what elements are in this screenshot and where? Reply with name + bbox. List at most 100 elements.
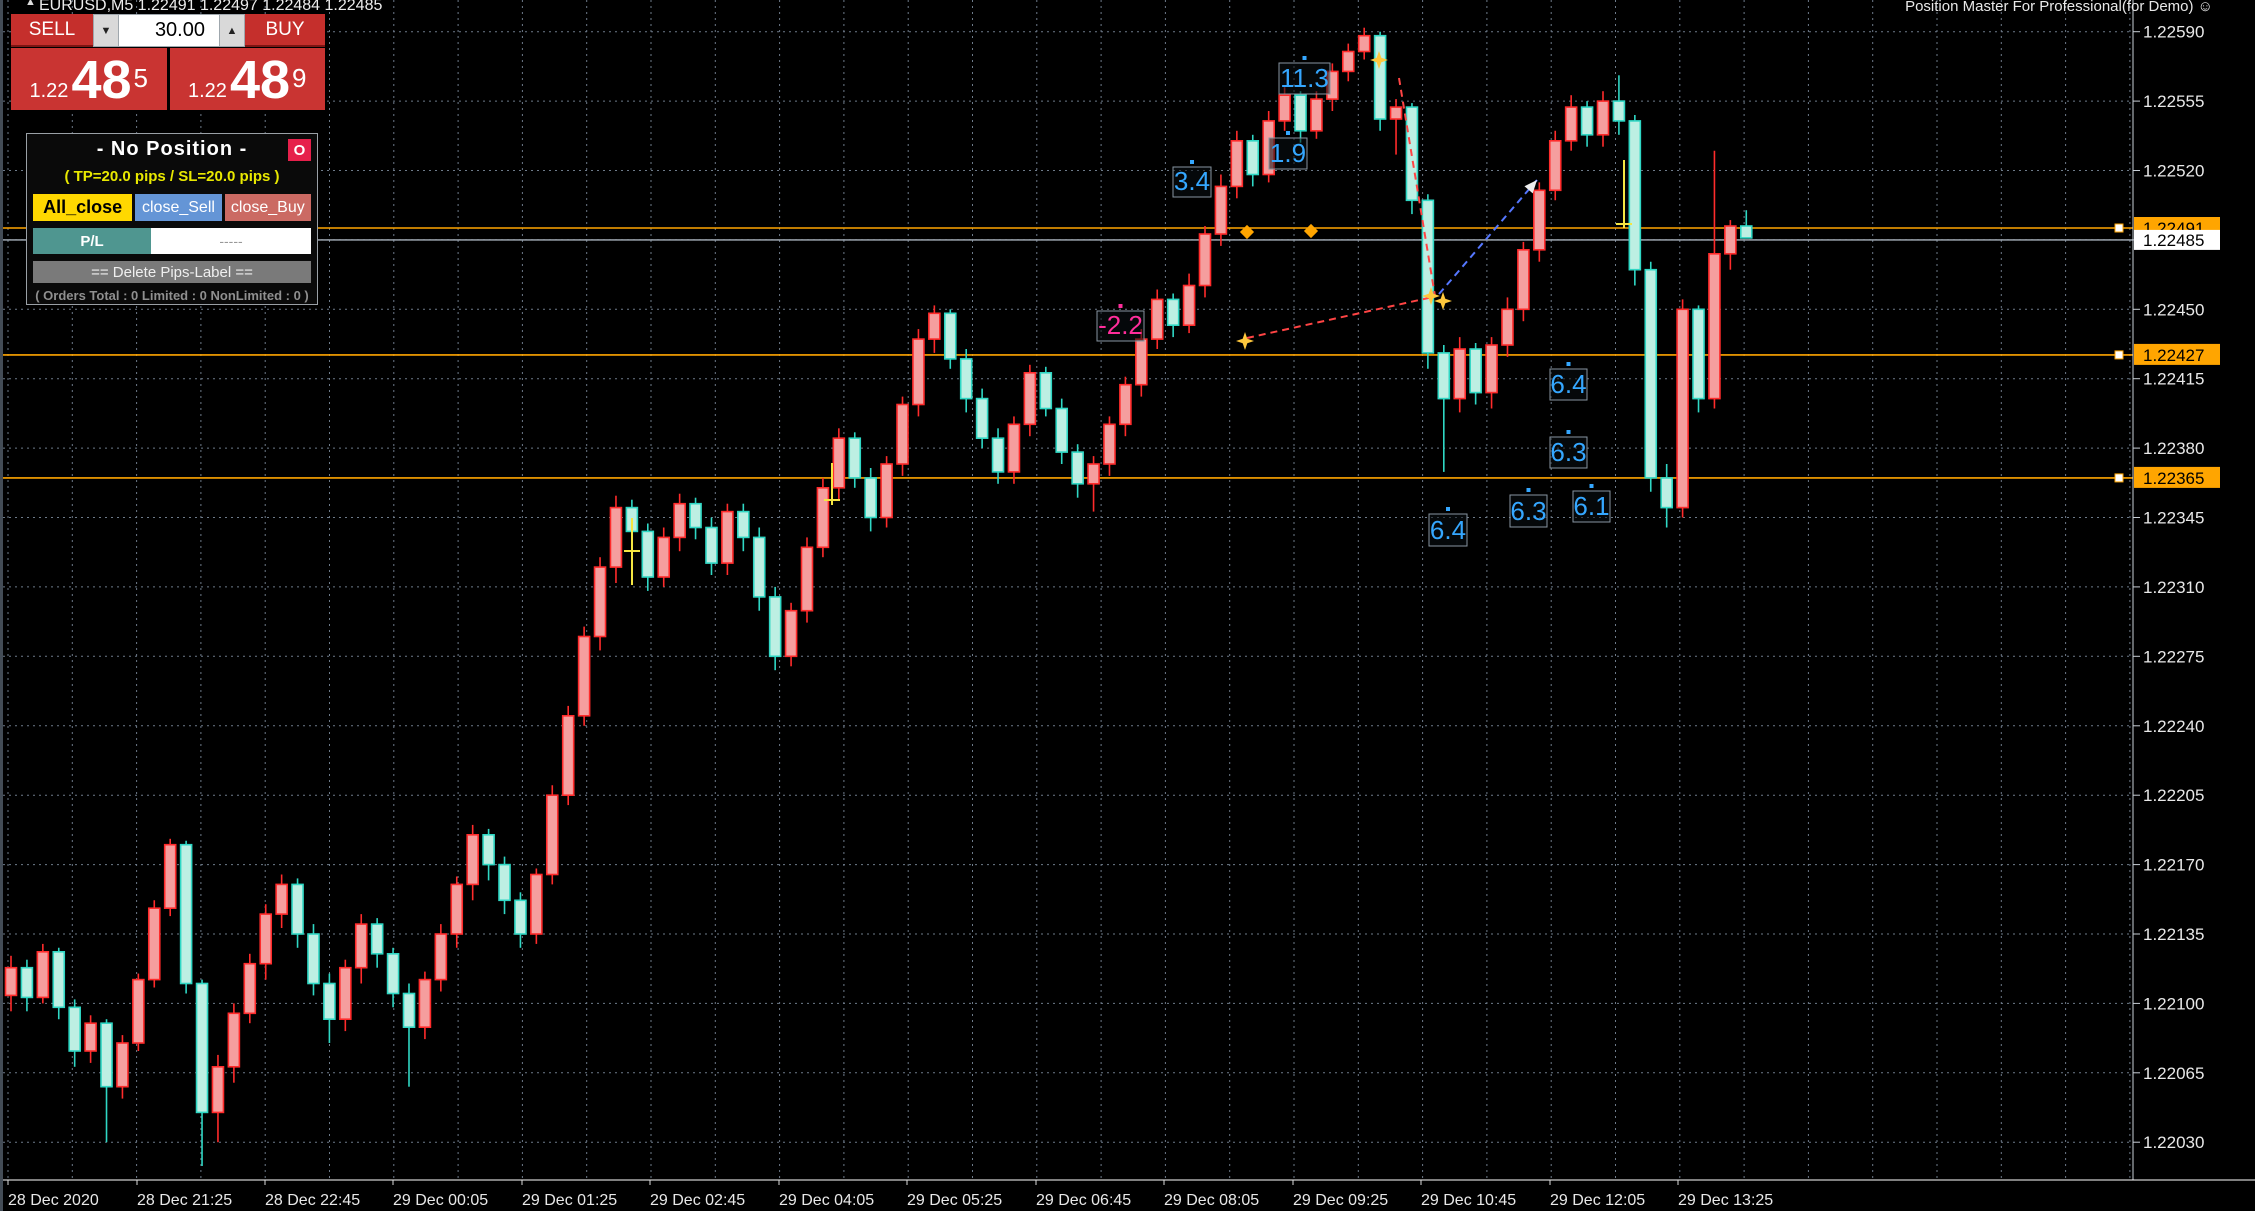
candle-body xyxy=(1580,106,1594,136)
candle-body xyxy=(1119,383,1132,426)
pip-label-box[interactable] xyxy=(1549,436,1588,469)
pip-label-box[interactable] xyxy=(1268,137,1308,170)
close-sell-button[interactable]: close_Sell xyxy=(135,194,222,221)
current-price: 1.22485 xyxy=(3,229,2220,250)
order-line-handle[interactable] xyxy=(2114,350,2124,360)
lot-increase-button[interactable]: ▲ xyxy=(219,14,245,47)
trend-line[interactable] xyxy=(1398,77,1436,297)
candle-body xyxy=(1182,284,1196,327)
candle-body xyxy=(832,437,846,489)
time-axis-label: 29 Dec 02:45 xyxy=(650,1192,745,1209)
star-marker-icon[interactable] xyxy=(1370,51,1388,69)
time-axis-label: 28 Dec 21:25 xyxy=(137,1192,232,1209)
pip-label-box[interactable] xyxy=(1278,62,1331,95)
pip-label-box[interactable] xyxy=(1572,490,1611,523)
sell-button[interactable]: SELL xyxy=(11,14,93,47)
time-axis-label: 29 Dec 05:25 xyxy=(907,1192,1002,1209)
star-marker-icon[interactable] xyxy=(1434,292,1452,310)
candle-body xyxy=(705,526,718,564)
candle-body xyxy=(721,510,734,564)
star-marker-icon[interactable] xyxy=(1422,287,1440,305)
order-line-handle[interactable] xyxy=(2114,223,2124,233)
order-line-handle[interactable] xyxy=(2114,473,2124,483)
candle-body xyxy=(1007,423,1021,473)
delete-pips-label-button[interactable]: == Delete Pips-Label == xyxy=(33,261,311,283)
candle-body xyxy=(1739,225,1753,239)
candle-body xyxy=(1198,233,1212,287)
time-axis-label: 29 Dec 08:05 xyxy=(1164,1192,1259,1209)
candle-body xyxy=(1517,249,1530,311)
panel-close-button[interactable]: O xyxy=(288,139,311,161)
lot-size-input[interactable] xyxy=(119,14,219,47)
sell-price-button[interactable]: 1.22 48 5 xyxy=(11,48,167,110)
price-axis-label: 1.22135 xyxy=(2143,925,2204,944)
candle-body xyxy=(545,794,559,876)
pip-label-value: 11.3 xyxy=(1280,63,1329,93)
price-axis-label: 1.22240 xyxy=(2143,717,2204,736)
candle-body xyxy=(1660,477,1673,509)
tp-sl-settings: ( TP=20.0 pips / SL=20.0 pips ) xyxy=(64,168,280,185)
candle-body xyxy=(20,966,34,999)
pip-label-value: 6.4 xyxy=(1550,369,1586,399)
trend-line[interactable] xyxy=(1246,296,1434,339)
candle-body xyxy=(561,714,575,796)
indicator-title: Position Master For Professional(for Dem… xyxy=(1905,0,2213,15)
diamond-marker-icon[interactable] xyxy=(1239,224,1255,240)
price-axis-label: 1.22065 xyxy=(2143,1064,2204,1083)
pip-label-box[interactable] xyxy=(1549,368,1588,401)
pip-label-box[interactable] xyxy=(1172,166,1212,198)
candle-body xyxy=(450,883,464,935)
candle-body xyxy=(36,950,50,999)
orders-summary: ( Orders Total : 0 Limited : 0 NonLimite… xyxy=(35,288,309,303)
candle-body xyxy=(1533,189,1546,251)
pip-label-box[interactable] xyxy=(1509,494,1548,528)
svg-text:1.22365: 1.22365 xyxy=(2143,469,2204,488)
order-price-tag xyxy=(2134,466,2220,488)
star-marker-icon[interactable] xyxy=(1236,332,1254,350)
candle-body xyxy=(768,596,782,658)
all-close-button[interactable]: All_close xyxy=(33,194,133,221)
candle-body xyxy=(402,992,416,1029)
candle-body xyxy=(1246,140,1260,176)
candle-body xyxy=(530,873,543,935)
candle-body xyxy=(307,933,320,985)
candle-body xyxy=(498,863,511,902)
pip-label-box[interactable] xyxy=(1428,513,1468,547)
candle-body xyxy=(4,966,18,997)
candle-body xyxy=(880,463,893,519)
lot-decrease-button[interactable]: ▼ xyxy=(93,14,119,47)
diamond-marker-icon[interactable] xyxy=(1303,223,1319,239)
candle-body xyxy=(609,506,623,568)
candle-body xyxy=(943,312,957,360)
candle-body xyxy=(1150,298,1164,340)
candle-body xyxy=(673,502,686,539)
price-chart[interactable]: 1.224911.224271.223651.2248511.31.93.4-2… xyxy=(3,0,2255,1211)
candle-body xyxy=(1596,100,1610,136)
candle-body xyxy=(1501,308,1514,346)
time-axis-label: 29 Dec 06:45 xyxy=(1036,1192,1131,1209)
window-icon: ▲ xyxy=(25,0,36,8)
candle-body xyxy=(68,1006,81,1052)
close-buy-button[interactable]: close_Buy xyxy=(224,194,311,221)
price-axis-label: 1.22345 xyxy=(2143,509,2204,528)
pip-label-anchor xyxy=(1190,160,1194,164)
trend-line[interactable] xyxy=(1438,179,1538,295)
price-axis-label: 1.22310 xyxy=(2143,578,2204,597)
candle-body xyxy=(975,397,989,440)
candle-body xyxy=(179,843,193,985)
candle-body xyxy=(84,1022,97,1052)
candle-body xyxy=(1548,140,1562,192)
candle-body xyxy=(1071,451,1084,485)
sell-price-prefix: 1.22 xyxy=(29,80,69,102)
time-axis-label: 29 Dec 13:25 xyxy=(1678,1192,1773,1209)
candle-body xyxy=(291,883,304,935)
buy-price-button[interactable]: 1.22 48 9 xyxy=(169,48,325,110)
pip-label-anchor xyxy=(1118,304,1123,308)
candle-body xyxy=(1294,94,1307,132)
svg-text:1.22427: 1.22427 xyxy=(2143,346,2204,365)
candle-body xyxy=(1135,338,1148,386)
candle-body xyxy=(1055,407,1069,453)
buy-button[interactable]: BUY xyxy=(245,14,325,47)
candle-body xyxy=(323,982,336,1021)
pip-label-box[interactable] xyxy=(1096,310,1145,342)
